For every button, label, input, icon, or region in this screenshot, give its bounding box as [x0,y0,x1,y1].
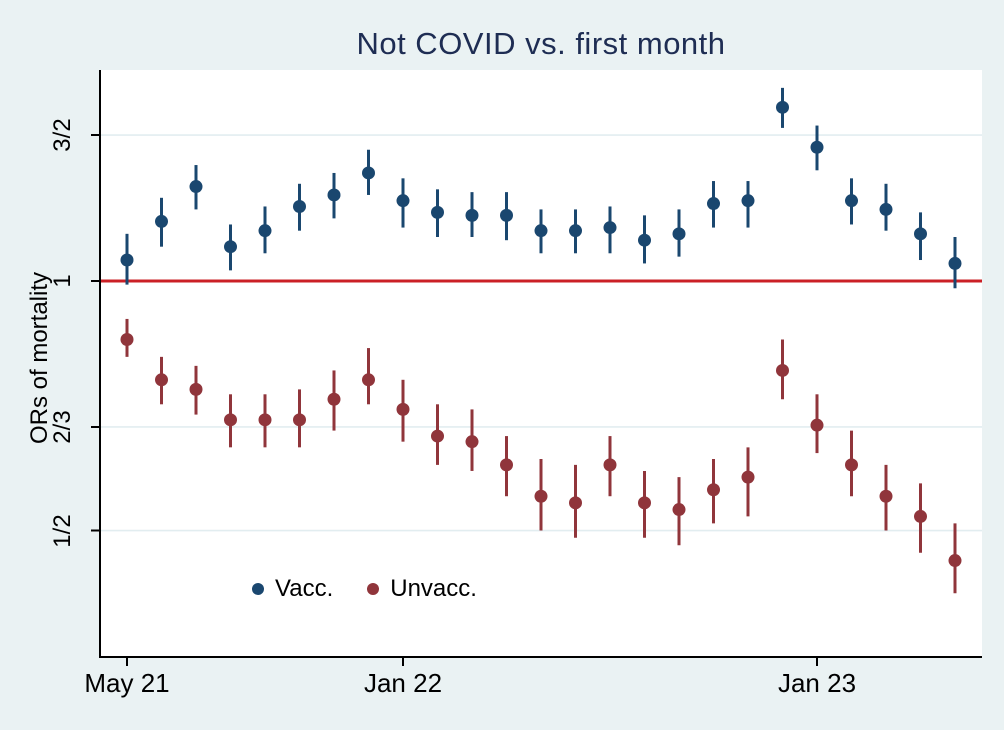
y-tick-label: 3/2 [49,118,76,152]
data-point-unvacc [155,373,168,387]
data-point-vacc [707,197,720,211]
data-point-unvacc [810,418,824,432]
legend: Vacc. Unvacc. [252,575,477,603]
data-point-unvacc [362,373,375,387]
data-point-vacc [638,233,651,247]
data-point-unvacc [914,509,927,523]
data-point-vacc [465,208,479,222]
series-unvacc [120,318,962,594]
data-point-unvacc [327,392,341,406]
data-point-unvacc [500,458,513,472]
plot-area [100,70,982,657]
vacc-marker-icon [252,583,264,595]
data-point-vacc [810,140,824,154]
data-point-unvacc [189,382,203,396]
unvacc-marker-icon [367,583,380,595]
y-tick-label: 2/3 [49,410,76,444]
data-point-unvacc [638,496,651,510]
data-point-vacc [948,256,962,270]
data-point-vacc [189,180,203,194]
data-point-unvacc [948,554,962,568]
data-point-unvacc [879,489,893,503]
data-point-vacc [155,214,168,228]
x-tick-label: Jan 22 [363,668,443,698]
data-point-unvacc [845,458,858,472]
data-point-unvacc [258,413,272,427]
legend-label-vacc: Vacc. [275,575,334,602]
chart-title: Not COVID vs. first month [356,26,726,61]
data-point-vacc [914,227,927,241]
data-point-unvacc [707,483,720,497]
data-point-unvacc [293,413,306,427]
data-point-vacc [500,208,513,222]
data-point-unvacc [603,458,617,472]
data-point-unvacc [224,413,237,427]
data-point-vacc [120,253,134,267]
data-point-unvacc [396,402,410,416]
data-point-vacc [396,194,410,208]
data-point-vacc [845,194,858,208]
x-tick-label: May 21 [84,668,170,698]
data-point-vacc [741,194,755,208]
axes-lines [91,70,982,666]
data-point-vacc [672,227,686,241]
data-point-vacc [879,202,893,216]
data-point-unvacc [741,470,755,484]
y-tick-label: 1/2 [49,513,76,548]
data-point-unvacc [776,363,789,377]
y-tick-label: 1 [49,274,76,288]
legend-item-vacc: Vacc. [252,575,333,603]
data-point-unvacc [465,435,479,449]
data-point-vacc [603,221,617,235]
legend-item-unvacc: Unvacc. [367,575,477,603]
data-point-vacc [362,166,375,180]
legend-label-unvacc: Unvacc. [390,575,477,602]
data-point-unvacc [120,333,134,347]
data-point-unvacc [569,496,582,510]
data-point-unvacc [672,503,686,517]
data-point-vacc [431,205,444,219]
data-point-unvacc [431,429,444,443]
data-point-vacc [327,188,341,202]
data-point-vacc [293,199,306,213]
data-point-vacc [224,240,237,254]
data-point-vacc [258,224,272,238]
data-point-vacc [776,100,789,114]
data-point-unvacc [534,489,548,503]
x-tick-label: Jan 23 [777,668,857,698]
data-point-vacc [534,224,548,238]
series-vacc [120,87,962,289]
data-point-vacc [569,224,582,238]
